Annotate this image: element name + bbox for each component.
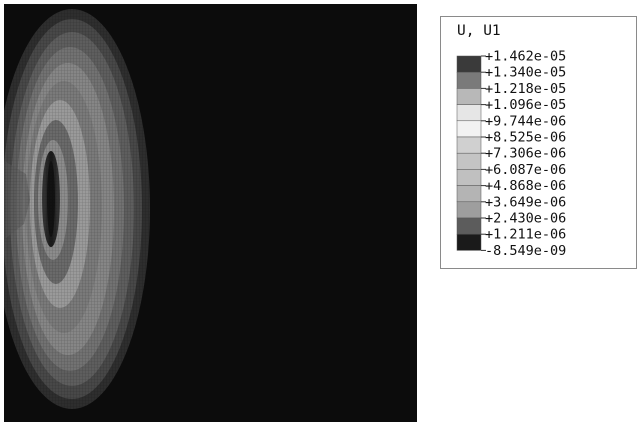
legend-band bbox=[456, 169, 482, 186]
legend: U, U1 +1.462e-05 +1.340e-05 +1.218e-05 +1.0… bbox=[440, 16, 637, 269]
legend-band bbox=[456, 233, 482, 251]
legend-label: +9.744e-06 bbox=[485, 113, 566, 129]
legend-band bbox=[456, 120, 482, 138]
legend-label: +3.649e-06 bbox=[485, 194, 566, 210]
legend-label: +4.868e-06 bbox=[485, 178, 566, 194]
legend-label: +6.087e-06 bbox=[485, 162, 566, 178]
legend-band bbox=[456, 217, 482, 235]
legend-labels: +1.462e-05+1.340e-05+1.218e-05+1.096e-05… bbox=[485, 49, 566, 259]
legend-band bbox=[456, 104, 482, 122]
legend-label: +2.430e-06 bbox=[485, 211, 566, 227]
contour-plot-svg bbox=[4, 4, 417, 422]
legend-label: +1.462e-05 bbox=[485, 49, 566, 65]
legend-ticks bbox=[481, 55, 486, 251]
mesh-overlay bbox=[4, 9, 150, 409]
legend-svg: +1.462e-05+1.340e-05+1.218e-05+1.096e-05… bbox=[456, 49, 566, 259]
legend-label: +1.096e-05 bbox=[485, 97, 566, 113]
legend-band bbox=[456, 88, 482, 105]
legend-band bbox=[456, 185, 482, 203]
legend-color-bands bbox=[456, 55, 482, 251]
legend-label: +1.211e-06 bbox=[485, 227, 566, 243]
legend-label: +1.218e-05 bbox=[485, 81, 566, 97]
legend-label: +8.525e-06 bbox=[485, 130, 566, 146]
legend-title: U, U1 bbox=[457, 23, 501, 39]
legend-label: +7.306e-06 bbox=[485, 146, 566, 162]
legend-band bbox=[456, 55, 482, 73]
legend-label: +1.340e-05 bbox=[485, 65, 566, 81]
legend-band bbox=[456, 71, 482, 89]
legend-band bbox=[456, 136, 482, 154]
contour-plot bbox=[4, 4, 417, 422]
legend-band bbox=[456, 152, 482, 170]
legend-band bbox=[456, 201, 482, 219]
legend-label: -8.549e-09 bbox=[485, 243, 566, 259]
